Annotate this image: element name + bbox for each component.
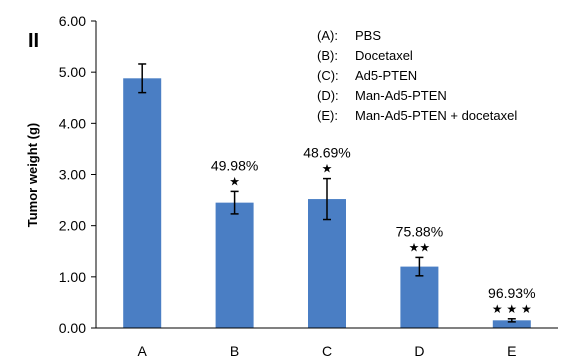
x-tick-label: C <box>322 343 332 359</box>
legend-key: (D): <box>317 88 339 103</box>
bar-A <box>123 78 162 328</box>
percent-label: 96.93% <box>488 285 535 301</box>
y-tick-label: 4.00 <box>59 115 86 131</box>
y-axis-label: Tumor weight (g) <box>25 123 40 227</box>
legend-label: Man-Ad5-PTEN <box>355 88 447 103</box>
error-bars-group <box>138 63 516 323</box>
x-tick-label: D <box>414 343 424 359</box>
y-tick-label: 3.00 <box>59 167 86 183</box>
percent-label: 75.88% <box>396 223 443 239</box>
significance-stars: ★ ★ ★ <box>492 302 532 316</box>
y-tick-label: 6.00 <box>59 13 86 29</box>
legend-key: (B): <box>317 48 338 63</box>
y-tick-label: 5.00 <box>59 64 86 80</box>
y-tick-label: 2.00 <box>59 218 86 234</box>
bar-E <box>492 320 531 328</box>
percent-label: 49.98% <box>211 157 258 173</box>
significance-stars: ★ <box>229 174 240 188</box>
x-tick-label: B <box>230 343 239 359</box>
bar-C <box>308 199 346 328</box>
legend-label: Docetaxel <box>355 48 413 63</box>
y-tick-label: 1.00 <box>59 269 86 285</box>
annotations-group: ★49.98% ★48.69%★★75.88%★ ★ ★96.93% <box>211 145 536 316</box>
percent-label: 48.69% <box>303 145 350 161</box>
legend-key: (A): <box>317 28 338 43</box>
legend-key: (E): <box>317 108 338 123</box>
panel-label: II <box>28 30 39 52</box>
legend-label: Man-Ad5-PTEN + docetaxel <box>355 108 517 123</box>
legend-key: (C): <box>317 68 339 83</box>
bars-group <box>123 78 531 328</box>
legend-label: PBS <box>355 28 381 43</box>
y-axis: 0.00 1.00 2.00 3.00 4.00 5.00 6.00 <box>59 13 96 336</box>
y-tick-label: 0.00 <box>59 320 86 336</box>
x-tick-label: E <box>507 343 516 359</box>
bar-B <box>215 202 254 328</box>
legend: (A): PBS (B): Docetaxel (C): Ad5-PTEN (D): Man-… <box>317 28 517 123</box>
bar-D <box>400 266 439 328</box>
significance-stars: ★★ <box>409 240 431 254</box>
x-axis: A B C D E <box>138 343 517 359</box>
significance-stars: ★ <box>322 162 333 176</box>
x-tick-label: A <box>138 343 148 359</box>
legend-label: Ad5-PTEN <box>355 68 417 83</box>
